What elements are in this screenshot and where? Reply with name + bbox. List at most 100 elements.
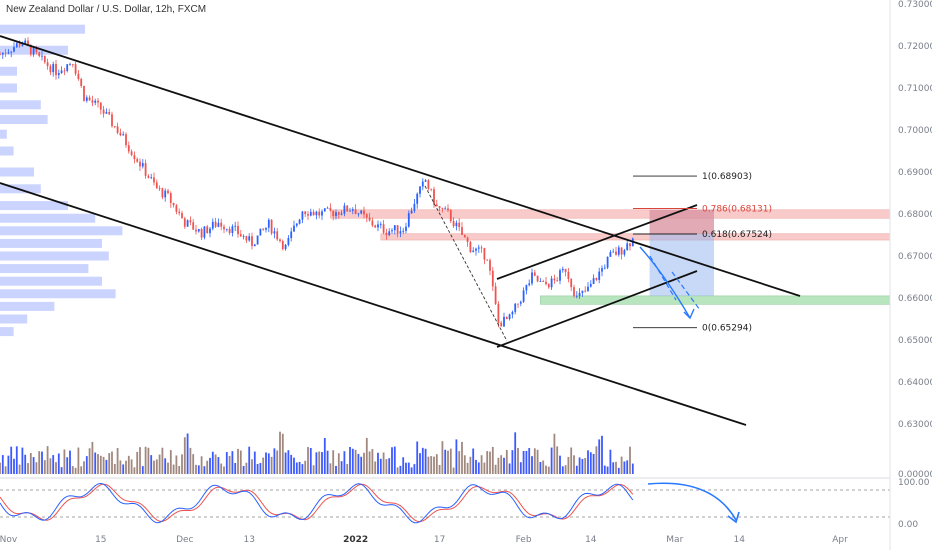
volume-profile-bar xyxy=(0,238,102,248)
volume-bar xyxy=(69,450,71,474)
x-tick-label: Feb xyxy=(516,535,532,545)
volume-bar xyxy=(410,467,413,474)
candle-body xyxy=(256,235,259,245)
volume-bar xyxy=(7,455,10,474)
volume-bar xyxy=(52,455,55,474)
volume-bar xyxy=(550,447,553,474)
candle-body xyxy=(1,52,4,55)
candle-body xyxy=(116,126,119,133)
volume-bar xyxy=(595,446,598,474)
volume-bar xyxy=(63,449,66,474)
volume-bar xyxy=(46,446,49,474)
volume-bar xyxy=(136,451,139,474)
volume-bar xyxy=(91,441,94,474)
candle-body xyxy=(242,236,245,237)
candle-body xyxy=(483,248,486,260)
volume-bar xyxy=(455,439,458,474)
candle-body xyxy=(206,226,209,234)
candle-body xyxy=(349,210,351,212)
candle-body xyxy=(55,63,57,76)
volume-bar xyxy=(209,457,211,474)
candle-body xyxy=(419,186,421,194)
candle-body xyxy=(203,226,206,238)
volume-bar xyxy=(253,451,256,474)
candle-body xyxy=(273,231,276,234)
candle-body xyxy=(192,222,195,230)
candle-body xyxy=(270,219,273,234)
volume-bar xyxy=(351,448,354,474)
volume-bar xyxy=(88,448,91,474)
candle-body xyxy=(329,207,332,211)
candle-body xyxy=(393,225,396,231)
candle-body xyxy=(253,244,256,247)
candle-body xyxy=(525,285,528,291)
fib-618-zone xyxy=(380,233,891,241)
candle-body xyxy=(505,316,508,320)
volume-bar xyxy=(270,456,273,474)
candle-body xyxy=(449,210,452,222)
candle-body xyxy=(267,219,270,228)
candle-body xyxy=(71,63,74,65)
volume-bar xyxy=(332,450,335,474)
volume-bar xyxy=(346,464,349,474)
candle-body xyxy=(99,102,102,110)
candle-body xyxy=(49,66,52,73)
candle-body xyxy=(435,204,438,207)
volume-bar xyxy=(402,457,405,474)
volume-bar xyxy=(424,448,427,474)
candle-body xyxy=(102,109,105,114)
volume-bar xyxy=(133,467,136,474)
volume-bar xyxy=(522,450,525,474)
candle-body xyxy=(379,224,382,226)
volume-bar xyxy=(407,462,410,474)
candle-body xyxy=(564,268,567,272)
volume-bar xyxy=(329,463,332,474)
candle-body xyxy=(52,63,55,73)
volume-bar xyxy=(309,447,312,474)
volume-bar xyxy=(122,464,125,474)
x-tick-label: 13 xyxy=(243,535,254,545)
volume-bar xyxy=(396,467,399,474)
candle-body xyxy=(38,52,41,57)
candle-body xyxy=(108,111,111,115)
volume-bar xyxy=(379,458,382,474)
candle-body xyxy=(489,260,491,271)
candle-body xyxy=(133,155,136,160)
candle-body xyxy=(587,286,589,292)
volume-bar xyxy=(287,450,290,474)
volume-bar xyxy=(592,453,595,474)
volume-bar xyxy=(497,457,500,474)
volume-bar xyxy=(575,465,578,474)
candle-body xyxy=(279,239,281,242)
candle-body xyxy=(368,217,371,221)
volume-bar xyxy=(192,454,195,474)
candle-body xyxy=(214,221,217,227)
candle-body xyxy=(402,230,405,232)
candle-body xyxy=(281,241,284,249)
candle-body xyxy=(304,211,307,215)
volume-bar xyxy=(337,453,340,474)
volume-bar xyxy=(150,455,153,474)
volume-profile-bar xyxy=(0,167,34,177)
volume-profile-bar xyxy=(0,66,17,76)
volume-bar xyxy=(578,457,581,474)
candle-body xyxy=(155,182,158,189)
candle-body xyxy=(234,225,237,227)
chart-title: New Zealand Dollar / U.S. Dollar, 12h, F… xyxy=(6,4,207,15)
candle-body xyxy=(63,70,66,72)
volume-bar xyxy=(97,454,99,474)
candle-body xyxy=(455,222,458,227)
volume-bar xyxy=(581,458,584,474)
y-tick-label: 0.66000 xyxy=(898,294,932,304)
candle-body xyxy=(178,211,181,214)
volume-bar xyxy=(458,451,461,474)
volume-bar xyxy=(531,456,533,474)
candle-body xyxy=(360,210,363,214)
volume-bar xyxy=(206,460,209,474)
candle-body xyxy=(122,134,125,136)
volume-bar xyxy=(99,455,102,474)
volume-bar xyxy=(564,465,567,474)
volume-bar xyxy=(399,465,402,474)
volume-bar xyxy=(603,465,606,474)
